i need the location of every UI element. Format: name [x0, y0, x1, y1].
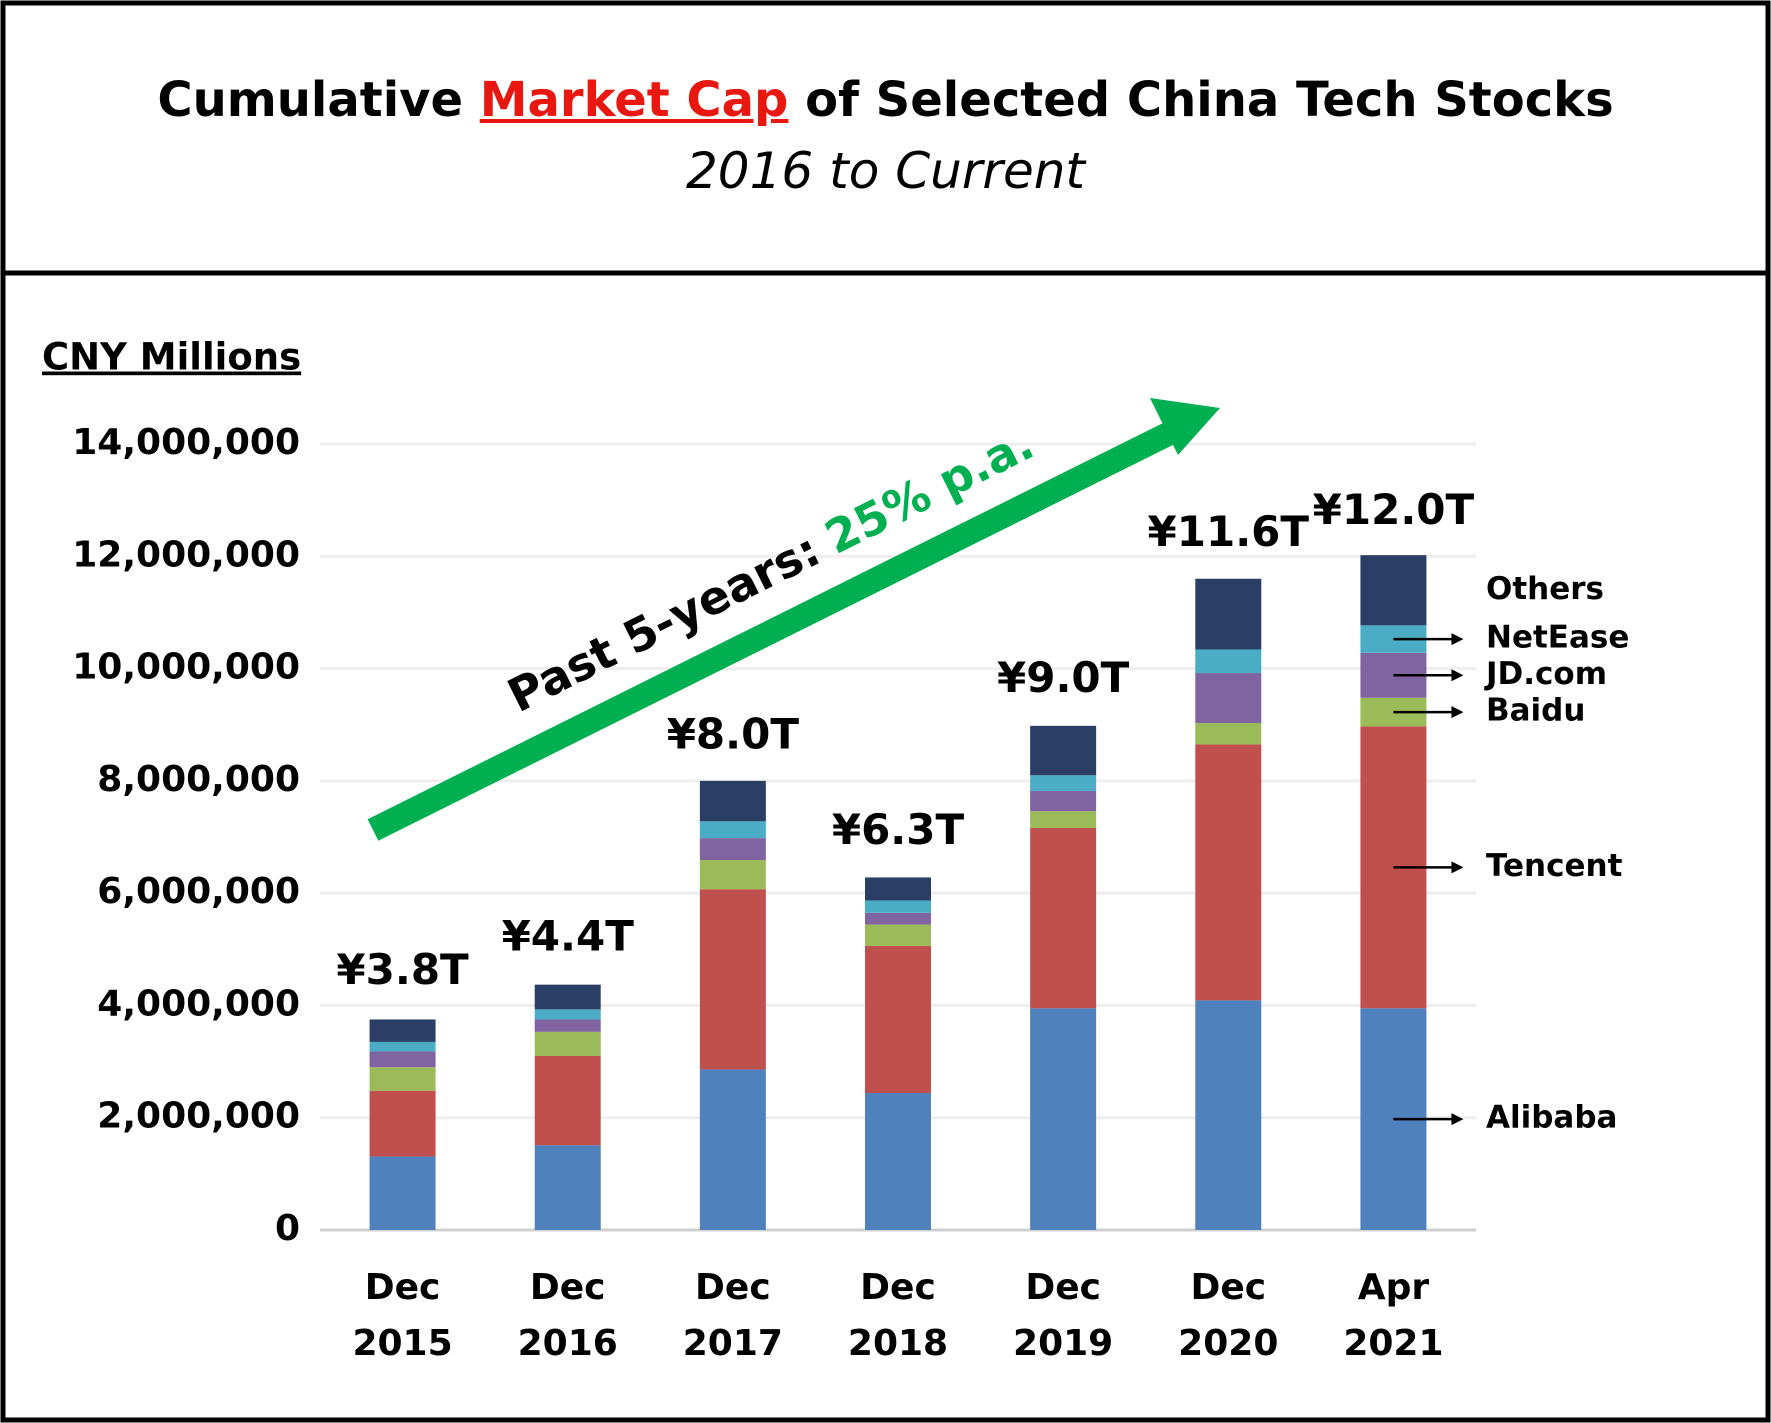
- title-part: of Selected China Tech Stocks: [805, 72, 1614, 128]
- bar-segment: [865, 912, 931, 925]
- x-tick-label: Dec 2020: [1178, 1267, 1279, 1364]
- legend-label: Baidu: [1486, 693, 1585, 729]
- y-tick-label: 10,000,000: [72, 647, 300, 688]
- bar-segment: [534, 1145, 601, 1230]
- bar-segment: [1030, 725, 1097, 776]
- y-tick-label: 2,000,000: [97, 1096, 300, 1137]
- y-axis-label: CNY Millions: [42, 336, 301, 379]
- bar-segment: [865, 945, 931, 1094]
- bar-segment: [1195, 723, 1262, 745]
- bar-segment: [369, 1019, 436, 1042]
- bar-segment: [699, 860, 766, 890]
- bar-segment: [1195, 744, 1262, 1001]
- bar-segment: [1195, 578, 1262, 650]
- legend-arrowhead: [1451, 669, 1464, 682]
- bar-segment: [699, 838, 766, 861]
- bar-segment: [699, 780, 766, 822]
- legend-label: JD.com: [1484, 656, 1607, 692]
- total-label: ¥11.6T: [1148, 507, 1310, 556]
- bar-segment: [865, 900, 931, 913]
- legend-label: Tencent: [1486, 848, 1623, 884]
- legend-label: NetEase: [1486, 620, 1629, 656]
- bar-segment: [534, 1019, 601, 1032]
- legend-label: Alibaba: [1486, 1100, 1617, 1136]
- bar-segment: [1030, 775, 1097, 791]
- legend-arrowhead: [1451, 633, 1464, 646]
- title-part: Cumulative: [157, 72, 464, 128]
- y-tick-label: 4,000,000: [97, 983, 300, 1024]
- trend-arrowhead: [1150, 398, 1220, 455]
- title-highlight: Market Cap: [479, 72, 789, 128]
- x-tick-label: Dec 2017: [682, 1267, 783, 1364]
- y-tick-label: 12,000,000: [72, 534, 300, 575]
- bar-segment: [1030, 811, 1097, 829]
- bar-segment: [865, 924, 931, 946]
- bar-segment: [1030, 828, 1097, 1009]
- bar-segment: [865, 877, 931, 901]
- bar-segment: [534, 1055, 601, 1146]
- bar-segment: [699, 889, 766, 1070]
- total-label: ¥4.4T: [502, 911, 635, 960]
- subtitle: 2016 to Current: [686, 142, 1085, 200]
- bar-segment: [534, 984, 601, 1010]
- bar-segment: [1030, 790, 1097, 812]
- x-tick-label: Dec 2018: [847, 1267, 949, 1364]
- legend-arrowhead: [1451, 861, 1464, 874]
- bar-segment: [1195, 1000, 1262, 1230]
- total-label: ¥6.3T: [832, 805, 965, 854]
- total-label: ¥12.0T: [1313, 485, 1475, 534]
- bar-segment: [1030, 1008, 1097, 1230]
- bar-segment: [534, 1009, 601, 1020]
- legend-arrowhead: [1451, 1113, 1464, 1126]
- legend-arrowhead: [1451, 706, 1464, 719]
- total-label: ¥3.8T: [336, 945, 469, 994]
- x-tick-label: Dec 2019: [1013, 1267, 1114, 1364]
- bar-segment: [699, 821, 766, 839]
- bar-segment: [1195, 649, 1262, 674]
- bar-segment: [699, 1069, 766, 1230]
- bar-segment: [1195, 673, 1262, 724]
- bar-segment: [369, 1041, 436, 1052]
- total-label: ¥8.0T: [667, 709, 800, 758]
- y-tick-label: 8,000,000: [97, 759, 300, 800]
- y-tick-label: 6,000,000: [97, 871, 300, 912]
- x-tick-label: Apr 2021: [1343, 1267, 1444, 1364]
- chart-title: Cumulative Market Cap of Selected China …: [0, 72, 1771, 128]
- bar-segment: [369, 1156, 436, 1230]
- bar-segment: [534, 1031, 601, 1056]
- y-tick-label: 0: [275, 1208, 300, 1249]
- legend-label: Others: [1486, 571, 1604, 607]
- x-tick-label: Dec 2016: [517, 1267, 618, 1364]
- bar-segment: [1360, 555, 1427, 626]
- bar-segment: [369, 1067, 436, 1091]
- bar-segment: [369, 1090, 436, 1157]
- x-tick-label: Dec 2015: [352, 1267, 453, 1364]
- total-label: ¥9.0T: [997, 653, 1130, 702]
- annotation: Past 5-years:25% p.a.: [499, 415, 1042, 722]
- trend-arrow: [367, 417, 1186, 841]
- y-tick-label: 14,000,000: [72, 422, 300, 463]
- bar-segment: [369, 1051, 436, 1068]
- bar-segment: [865, 1093, 931, 1230]
